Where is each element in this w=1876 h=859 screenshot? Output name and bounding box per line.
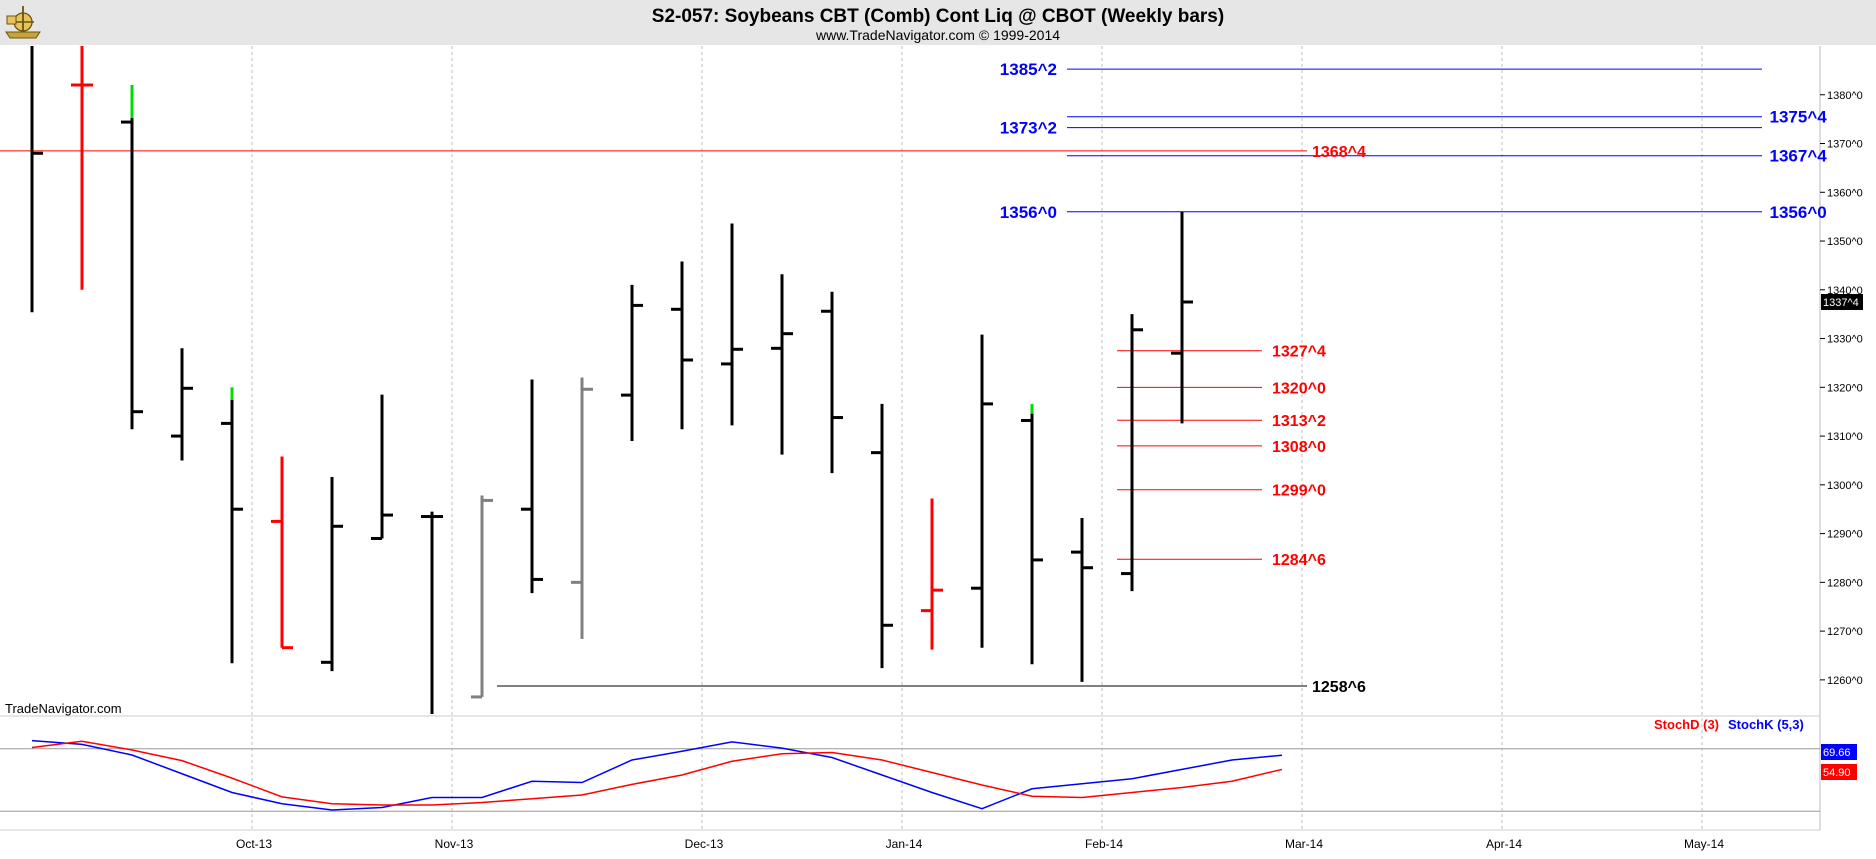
stoch-value-tag	[1821, 764, 1857, 780]
level-label: 1367^4	[1770, 147, 1828, 166]
y-tick-label: 1320^0	[1827, 382, 1863, 394]
level-label: 1373^2	[1000, 119, 1057, 138]
y-tick-label: 1280^0	[1827, 577, 1863, 589]
watermark-text: TradeNavigator.com	[5, 701, 122, 716]
level-label: 1308^0	[1272, 439, 1326, 456]
level-label: 1313^2	[1272, 413, 1326, 430]
y-tick-label: 1370^0	[1827, 139, 1863, 151]
x-tick-label: Jan-14	[886, 837, 923, 851]
level-label: 1356^0	[1000, 203, 1057, 222]
plot-layer: Oct-13 Nov-13 Dec-13 Jan-14 Feb-14 Mar-14 Apr-…	[0, 46, 1876, 854]
level-label: 1375^4	[1770, 108, 1828, 127]
stoch-line-k	[31, 739, 1283, 811]
y-tick-label: 1340^0	[1827, 285, 1863, 297]
level-label: 1356^0	[1770, 203, 1827, 222]
level-label: 1320^0	[1272, 380, 1326, 397]
y-tick-label: 1380^0	[1827, 90, 1863, 102]
tradenavigator-logo-icon	[5, 6, 41, 39]
y-tick-label: 1330^0	[1827, 334, 1863, 346]
level-label: 1299^0	[1272, 483, 1326, 500]
level-label: 1327^4	[1272, 344, 1326, 361]
stoch-value-tag	[1821, 744, 1857, 760]
y-tick-label: 1350^0	[1827, 236, 1863, 248]
header-background	[0, 0, 1876, 45]
level-label: 1385^2	[1000, 60, 1057, 79]
y-tick-label: 1310^0	[1827, 431, 1863, 443]
level-label: 1368^4	[1312, 144, 1366, 161]
y-tick-label: 1290^0	[1827, 529, 1863, 541]
x-tick-label: Mar-14	[1285, 837, 1323, 851]
x-tick-label: Oct-13	[236, 837, 272, 851]
x-tick-label: Apr-14	[1486, 837, 1522, 851]
chart-subtitle: www.TradeNavigator.com © 1999-2014	[815, 27, 1060, 43]
last-price-label: 1337^4	[1823, 297, 1859, 309]
x-tick-label: Dec-13	[685, 837, 724, 851]
last-price-tag	[1821, 293, 1863, 310]
legend-stoch-d: StochD (3)	[1654, 717, 1719, 732]
chart-title: S2-057: Soybeans CBT (Comb) Cont Liq @ C…	[652, 6, 1224, 27]
x-tick-label: Nov-13	[435, 837, 474, 851]
x-tick-label: Feb-14	[1085, 837, 1123, 851]
stoch-value-label: 69.66	[1823, 747, 1851, 759]
stoch-line-d	[31, 740, 1283, 806]
y-tick-label: 1360^0	[1827, 187, 1863, 199]
y-tick-label: 1300^0	[1827, 480, 1863, 492]
legend-stoch-k: StochK (5,3)	[1728, 717, 1804, 732]
x-tick-label: May-14	[1684, 837, 1724, 851]
y-tick-label: 1260^0	[1827, 675, 1863, 687]
y-tick-label: 1270^0	[1827, 626, 1863, 638]
level-label: 1284^6	[1272, 552, 1326, 569]
level-label: 1258^6	[1312, 679, 1366, 696]
y-axis-background	[1820, 46, 1876, 854]
stoch-value-label: 54.90	[1823, 767, 1851, 779]
